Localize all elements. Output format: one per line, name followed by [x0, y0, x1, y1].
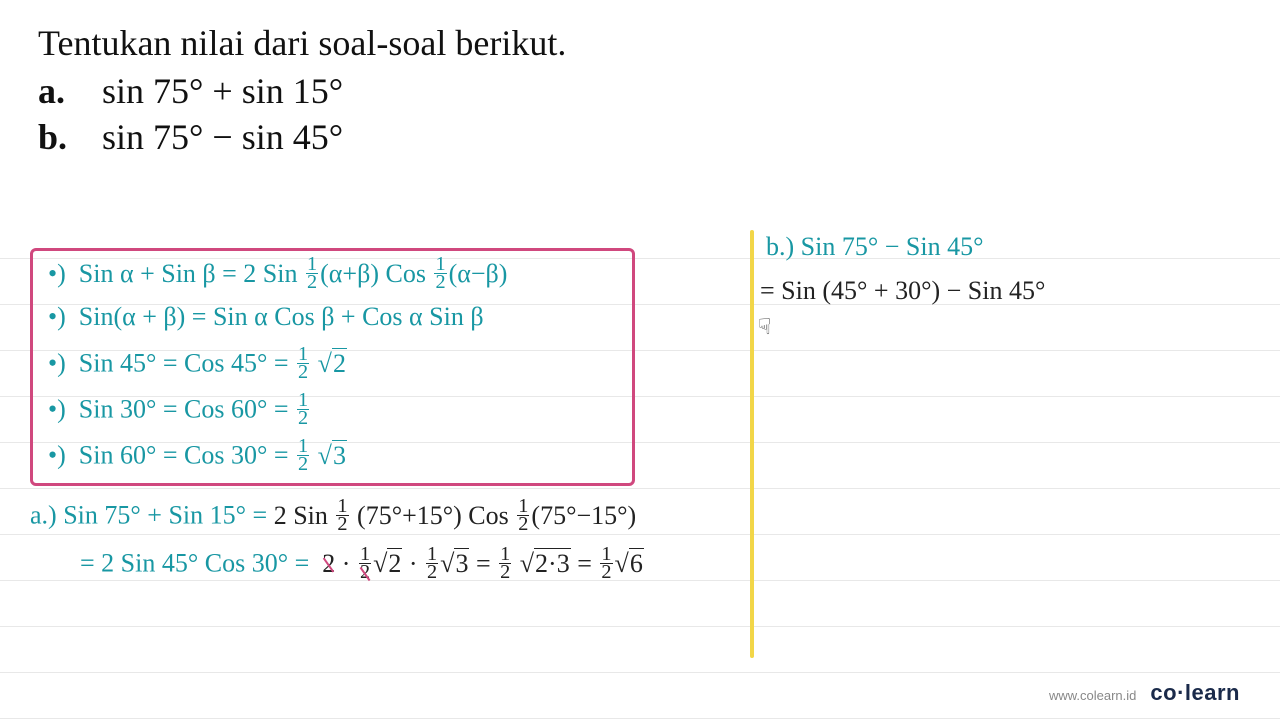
item-b-text: sin 75° − sin 45° [102, 116, 343, 158]
footer-url: www.colearn.id [1049, 688, 1136, 703]
formula-line-3: •) Sin 45° = Cos 45° = 12 2 [48, 348, 347, 383]
work-b-text1: Sin 75° − Sin 45° [801, 232, 984, 261]
question-title: Tentukan nilai dari soal-soal berikut. [38, 22, 1242, 64]
item-a-text: sin 75° + sin 15° [102, 70, 343, 112]
footer-logo: co·learn [1150, 680, 1240, 706]
work-b-line1: b.) Sin 75° − Sin 45° [766, 232, 984, 262]
pointer-cursor-icon: ☟ [758, 314, 771, 340]
item-b-label: b. [38, 116, 74, 158]
work-a-line1: a.) Sin 75° + Sin 15° = 2 Sin 12 (75°+15… [30, 500, 636, 535]
footer: www.colearn.id co·learn [1049, 680, 1240, 706]
work-a-line2: = 2 Sin 45° Cos 30° = 2 · 122 · 123 = 12… [80, 548, 644, 583]
work-b-line2: = Sin (45° + 30°) − Sin 45° [760, 276, 1045, 306]
question-item-b: b. sin 75° − sin 45° [38, 116, 1242, 158]
vertical-divider [750, 230, 754, 658]
formula-line-1: •) Sin α + Sin β = 2 Sin 12(α+β) Cos 12(… [48, 258, 507, 293]
printed-question: Tentukan nilai dari soal-soal berikut. a… [38, 22, 1242, 162]
formula-line-5: •) Sin 60° = Cos 30° = 12 3 [48, 440, 347, 475]
formula-line-4: •) Sin 30° = Cos 60° = 12 [48, 394, 311, 429]
item-a-label: a. [38, 70, 74, 112]
work-a-label: a.) [30, 501, 57, 530]
work-b-label: b.) [766, 232, 794, 261]
question-item-a: a. sin 75° + sin 15° [38, 70, 1242, 112]
work-b-text2: = Sin (45° + 30°) − Sin 45° [760, 276, 1045, 305]
formula-line-2: •) Sin(α + β) = Sin α Cos β + Cos α Sin … [48, 302, 484, 332]
